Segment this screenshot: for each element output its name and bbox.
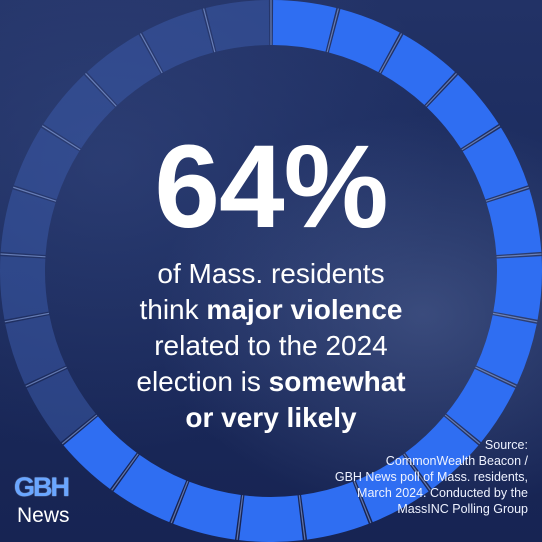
ring-segment-filled (113, 454, 187, 523)
ring-segment-filled (355, 454, 429, 523)
headline-line-5: or very likely (0, 404, 542, 432)
ring-separator (203, 8, 216, 53)
headline-line-2-text: think (139, 294, 207, 325)
ring-segment-filled (446, 368, 516, 443)
ring-segment-filled (426, 74, 499, 149)
ring-segment-filled (493, 256, 542, 320)
headline-emphasis-major-violence: major violence (206, 294, 403, 325)
ring-segment-empty (13, 127, 80, 200)
ring-segment-empty (87, 34, 161, 106)
ring-separator (353, 480, 372, 524)
ring-segment-filled (381, 34, 455, 106)
ring-separator (496, 253, 542, 258)
ring-separator (379, 33, 403, 74)
ring-separator (425, 73, 457, 107)
ring-segment-filled (328, 9, 400, 73)
ring-segment-empty (0, 189, 56, 256)
ring-separator (461, 125, 501, 151)
ring-separator (61, 414, 98, 445)
ring-segment-empty (205, 0, 270, 52)
headline-emphasis-somewhat: somewhat (268, 366, 406, 397)
ring-separator (4, 312, 50, 323)
source-line: GBH News poll of Mass. residents, (334, 470, 528, 484)
ring-segment-filled (462, 127, 529, 200)
logo-news-text: News (17, 504, 70, 527)
headline-percent: 64% (154, 121, 388, 253)
ring-separator (0, 253, 46, 258)
ring-segment-empty (5, 315, 66, 385)
ring-separator (111, 453, 139, 491)
ring-separator (326, 8, 339, 53)
ring-separator (492, 312, 538, 323)
ring-separator (85, 73, 117, 107)
ring-segment-empty (26, 368, 96, 443)
source-line: MassINC Polling Group (397, 502, 528, 516)
ring-separator (170, 480, 189, 524)
ring-segment-empty (43, 74, 116, 149)
headline-line-2: think major violence (0, 296, 542, 324)
ring-segment-empty (0, 256, 49, 320)
ring-separator (236, 495, 244, 540)
source-label: Source: (484, 438, 528, 452)
ring-segment-filled (173, 481, 241, 540)
ring-segment-filled (272, 0, 337, 52)
source-note: Source: CommonWealth Beacon / GBH News p… (335, 437, 528, 517)
ring-segment-empty (142, 9, 214, 73)
ring-separator (13, 186, 57, 202)
ring-separator (475, 366, 517, 387)
ring-separator (25, 366, 67, 387)
headline-line-4-text: election is (136, 366, 269, 397)
ring-separator (485, 186, 529, 202)
ring-separator (41, 125, 81, 151)
ring-segment-filled (476, 315, 537, 385)
source-line: CommonWealth Beacon / (385, 454, 528, 468)
ring-separator (444, 414, 481, 445)
gbh-news-logo: GBH News (14, 472, 82, 530)
ring-segment-filled (405, 416, 479, 489)
ring-segment-filled (63, 416, 137, 489)
headline-emphasis-very-likely: or very likely (185, 402, 357, 433)
headline-line-4: election is somewhat (0, 368, 542, 396)
ring-separator (139, 33, 163, 74)
ring-separator (403, 453, 431, 491)
ring-segment-filled (486, 189, 542, 256)
headline-line-3: related to the 2024 (154, 330, 388, 361)
headline-line-1: of Mass. residents (157, 258, 385, 289)
ring-segment-filled (239, 495, 303, 542)
source-line: March 2024. Conducted by the (357, 486, 528, 500)
ring-separator (298, 495, 306, 540)
gbh-logo-mark: GBH (14, 472, 70, 502)
ring-segment-filled (301, 481, 369, 540)
